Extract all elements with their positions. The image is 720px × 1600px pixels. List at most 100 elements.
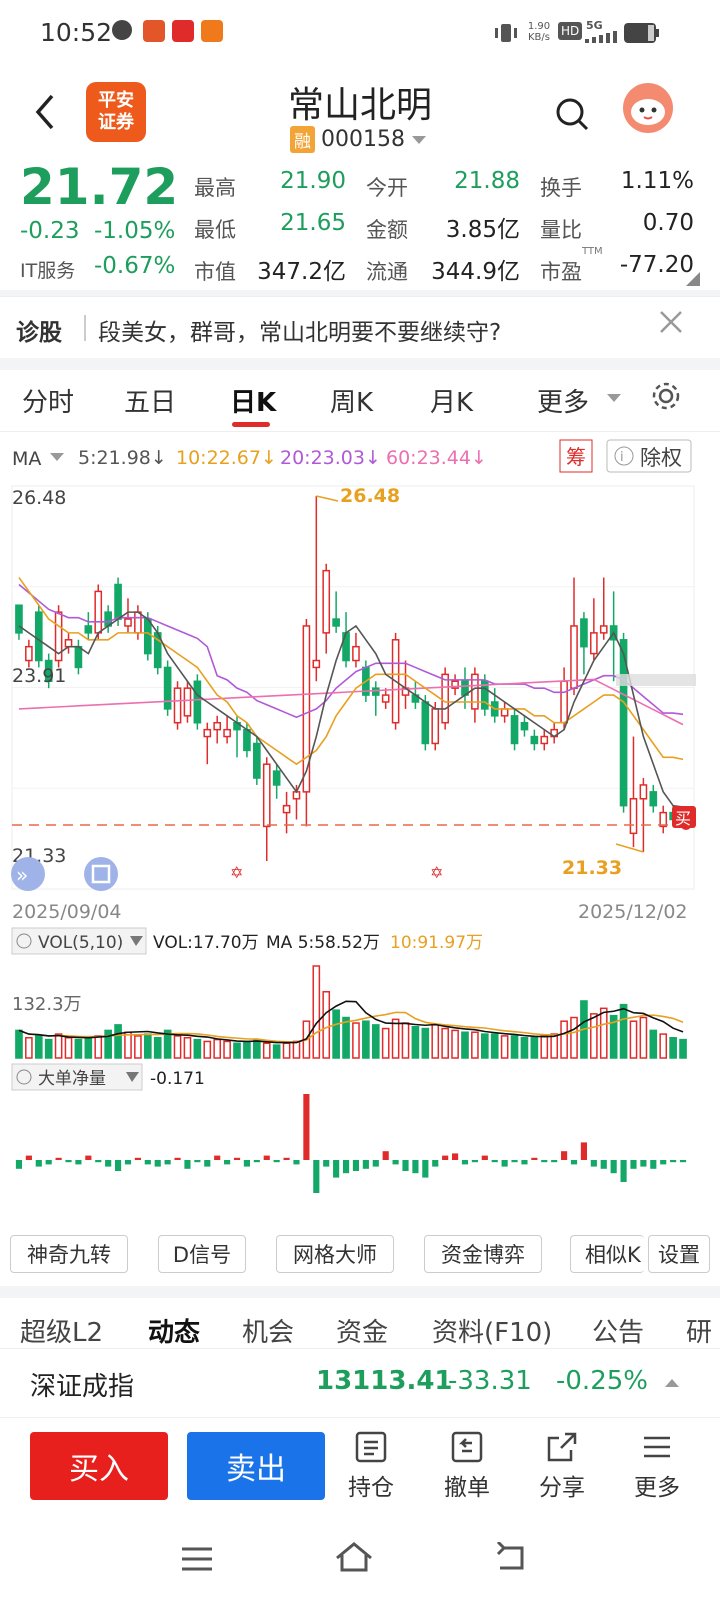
subtab[interactable]: 公告 — [592, 1318, 645, 1348]
chip-tool[interactable]: 资金博弈 — [424, 1235, 542, 1273]
bigorder-bar — [362, 1160, 369, 1169]
bigorder-bar — [204, 1160, 211, 1167]
bigorder-bar — [233, 1157, 241, 1160]
assistant-avatar-icon[interactable] — [622, 82, 674, 134]
info-icon — [16, 1069, 32, 1085]
bigorder-bar — [630, 1160, 637, 1169]
bigorder-bar — [422, 1160, 429, 1178]
share-button[interactable]: 分享 — [527, 1430, 597, 1502]
diagnose-banner[interactable]: 诊股 段美女，群哥，常山北明要不要继续守? — [0, 296, 720, 358]
tab-weekly-k[interactable]: 周K — [330, 388, 374, 418]
last-price: 21.72 — [20, 158, 179, 216]
cancel-order-button[interactable]: 撤单 — [432, 1430, 502, 1502]
double-chevron-icon: » — [16, 863, 28, 887]
vol-axis-label: 132.3万 — [12, 994, 82, 1015]
tab-five-day[interactable]: 五日 — [124, 388, 177, 418]
subtab[interactable]: 资金 — [336, 1318, 389, 1348]
caret-down-icon — [126, 1072, 139, 1082]
volume-bar — [25, 1037, 33, 1059]
index-change: -33.31 — [448, 1366, 532, 1396]
volume-bar — [609, 1014, 618, 1059]
volume-bar — [134, 1035, 142, 1059]
stock-code: 000158 — [321, 127, 405, 152]
tab-monthly-k[interactable]: 月K — [430, 388, 474, 418]
subtab[interactable]: 超级L2 — [20, 1318, 104, 1348]
volume-bar — [312, 965, 321, 1059]
bigorder-bar — [650, 1160, 657, 1169]
back-nav-icon[interactable] — [494, 1542, 528, 1572]
high-marker-line — [316, 495, 339, 502]
bigorder-bar — [551, 1160, 558, 1163]
expand-corner-icon[interactable] — [686, 272, 700, 286]
volume-bar — [451, 1029, 459, 1059]
price-axis-top: 26.48 — [12, 487, 66, 509]
candle-body — [54, 611, 63, 662]
positions-button[interactable]: 持仓 — [336, 1430, 406, 1502]
bigorder-bar — [561, 1151, 568, 1160]
bigorder-bar — [580, 1142, 587, 1160]
bigorder-bar — [660, 1160, 667, 1165]
bigorder-bar — [670, 1160, 677, 1163]
expand-left-button — [11, 857, 45, 891]
volume-bar — [530, 1037, 539, 1059]
kline-chart[interactable]: MA 5:21.98↓ 10:22.67↓ 20:23.03↓ 60:23.44↓ 筹 i 除… — [0, 434, 720, 1204]
volume-bar — [669, 1037, 677, 1059]
settings-gear-icon[interactable] — [650, 380, 682, 412]
caret-down-icon — [130, 936, 143, 946]
date-start: 2025/09/04 — [12, 901, 122, 923]
sell-button[interactable]: 卖出 — [187, 1432, 325, 1500]
recent-apps-icon[interactable] — [180, 1544, 214, 1574]
stat-label: 换手 — [540, 176, 582, 200]
ma20-value: 20:23.03↓ — [280, 447, 381, 469]
volume-bar — [461, 1031, 469, 1059]
stat-label: 最高 — [194, 176, 236, 200]
chip-tool[interactable]: 网格大师 — [276, 1235, 394, 1273]
stock-code-selector[interactable]: 融 000158 — [290, 126, 427, 153]
volume-bar — [421, 1027, 430, 1059]
battery-icon — [624, 23, 659, 43]
status-time: 10:52 — [40, 18, 113, 47]
chip-tool[interactable]: 相似K — [570, 1235, 644, 1273]
bigorder-bar — [432, 1160, 439, 1167]
subtab[interactable]: 资料(F10) — [432, 1318, 553, 1348]
candle-body — [25, 645, 33, 662]
bigorder-bar — [531, 1157, 538, 1160]
bigorder-bar — [303, 1094, 310, 1160]
search-icon[interactable] — [554, 96, 590, 134]
volume-bar — [272, 1044, 281, 1059]
back-icon[interactable] — [30, 92, 60, 132]
subtab-active[interactable]: 动态 — [148, 1318, 201, 1348]
bigorder-bar — [452, 1153, 459, 1160]
system-nav — [0, 1530, 720, 1600]
subtab[interactable]: 机会 — [242, 1318, 295, 1348]
volume-bar — [570, 1016, 578, 1059]
chip-tool[interactable]: 神奇九转 — [10, 1235, 128, 1273]
diagnose-label: 诊股 — [16, 320, 62, 346]
bigorder-bar — [124, 1160, 132, 1165]
caret-up-icon[interactable] — [664, 1377, 680, 1389]
subtab[interactable]: 研 — [686, 1318, 713, 1348]
stat-value: 344.9亿 — [431, 259, 520, 285]
index-ticker[interactable]: 深证成指 13113.41 -33.31 -0.25% — [0, 1348, 720, 1418]
tab-intraday[interactable]: 分时 — [22, 388, 75, 418]
vol-ma10: 10:91.97万 — [390, 933, 483, 953]
more-button[interactable]: 更多 — [622, 1430, 692, 1502]
volume-bar — [173, 1035, 182, 1059]
signal-star-icon: ✡ — [430, 863, 443, 882]
vibrate-icon — [495, 24, 517, 42]
bigorder-bar — [679, 1160, 687, 1163]
home-icon[interactable] — [334, 1540, 374, 1574]
sector-name[interactable]: IT服务 — [20, 260, 76, 282]
more-label: 更多 — [634, 1475, 680, 1501]
close-icon[interactable] — [658, 309, 684, 335]
tab-daily-k[interactable]: 日K — [230, 388, 277, 418]
buy-button[interactable]: 买入 — [30, 1432, 168, 1500]
chip-settings[interactable]: 设置 — [648, 1235, 710, 1273]
tab-more[interactable]: 更多 — [537, 388, 590, 418]
candle-body — [371, 687, 380, 696]
broker-logo[interactable]: 平安 证券 — [86, 82, 146, 142]
stat-label: 市盈 — [540, 260, 582, 284]
index-value: 13113.41 — [316, 1366, 453, 1396]
chip-tool[interactable]: D信号 — [158, 1235, 246, 1273]
candle-body — [173, 687, 182, 724]
